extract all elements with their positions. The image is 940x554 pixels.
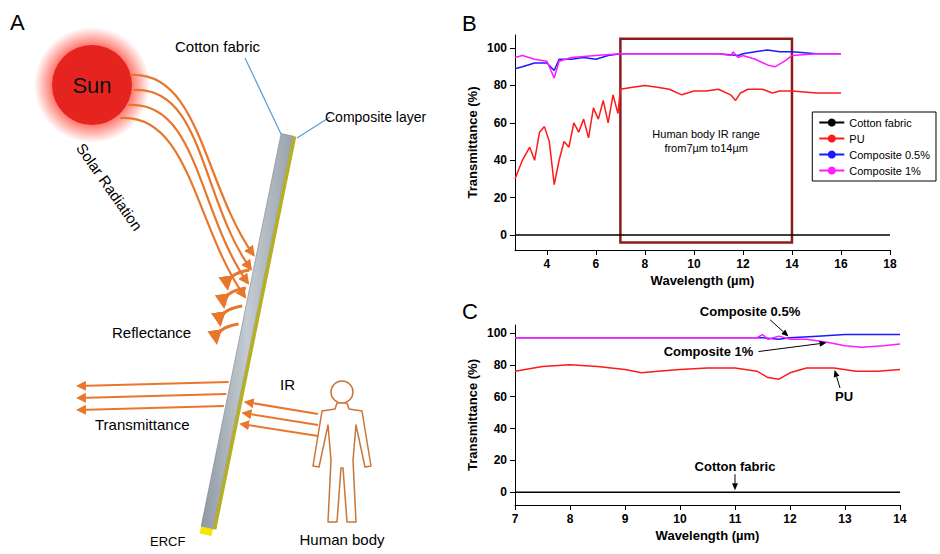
svg-text:100: 100 xyxy=(487,41,507,55)
svg-text:Wavelength (µm): Wavelength (µm) xyxy=(656,528,760,543)
svg-text:40: 40 xyxy=(494,422,508,436)
svg-text:Sun: Sun xyxy=(72,73,111,98)
svg-text:Reflectance: Reflectance xyxy=(112,324,191,341)
svg-text:0: 0 xyxy=(500,228,507,242)
svg-text:Composite 1%: Composite 1% xyxy=(664,344,754,359)
svg-text:14: 14 xyxy=(785,257,799,271)
svg-text:C: C xyxy=(462,299,478,324)
svg-text:Transmittance: Transmittance xyxy=(95,416,189,433)
svg-text:7: 7 xyxy=(512,512,519,526)
svg-text:Cotton fabric: Cotton fabric xyxy=(175,38,261,55)
svg-text:9: 9 xyxy=(622,512,629,526)
svg-text:from7µm to14µm: from7µm to14µm xyxy=(664,142,748,154)
svg-text:IR: IR xyxy=(280,376,295,393)
svg-text:20: 20 xyxy=(494,453,508,467)
svg-text:PU: PU xyxy=(835,389,853,404)
svg-text:A: A xyxy=(10,10,25,35)
svg-text:40: 40 xyxy=(494,153,508,167)
svg-text:10: 10 xyxy=(687,257,701,271)
svg-text:Composite 1%: Composite 1% xyxy=(849,165,921,177)
svg-text:13: 13 xyxy=(838,512,852,526)
svg-text:8: 8 xyxy=(642,257,649,271)
svg-text:16: 16 xyxy=(834,257,848,271)
svg-text:20: 20 xyxy=(494,191,508,205)
svg-text:100: 100 xyxy=(487,326,507,340)
svg-text:80: 80 xyxy=(494,78,508,92)
svg-text:Transmittance (%): Transmittance (%) xyxy=(465,359,480,471)
svg-text:Human body: Human body xyxy=(299,531,385,548)
svg-text:80: 80 xyxy=(494,358,508,372)
svg-text:0: 0 xyxy=(500,485,507,499)
svg-text:Transmittance (%): Transmittance (%) xyxy=(465,87,480,199)
svg-text:8: 8 xyxy=(567,512,574,526)
svg-text:18: 18 xyxy=(883,257,897,271)
svg-text:B: B xyxy=(462,11,477,36)
svg-text:Composite 0.5%: Composite 0.5% xyxy=(849,149,930,161)
svg-text:Solar Radiation: Solar Radiation xyxy=(73,140,146,234)
svg-text:Cotton fabric: Cotton fabric xyxy=(849,117,912,129)
svg-text:Cotton fabric: Cotton fabric xyxy=(695,459,776,474)
svg-text:12: 12 xyxy=(783,512,797,526)
svg-text:Human body IR range: Human body IR range xyxy=(652,128,760,140)
svg-text:14: 14 xyxy=(893,512,907,526)
svg-text:Composite layer: Composite layer xyxy=(325,109,426,125)
svg-text:Wavelength (µm): Wavelength (µm) xyxy=(651,273,755,288)
svg-text:11: 11 xyxy=(729,512,742,526)
svg-text:12: 12 xyxy=(736,257,750,271)
svg-text:10: 10 xyxy=(673,512,687,526)
svg-text:4: 4 xyxy=(544,257,551,271)
svg-text:60: 60 xyxy=(494,390,508,404)
svg-text:6: 6 xyxy=(593,257,600,271)
svg-text:60: 60 xyxy=(494,116,508,130)
svg-text:Composite 0.5%: Composite 0.5% xyxy=(700,304,801,319)
svg-text:PU: PU xyxy=(849,133,864,145)
svg-text:ERCF: ERCF xyxy=(150,534,185,549)
